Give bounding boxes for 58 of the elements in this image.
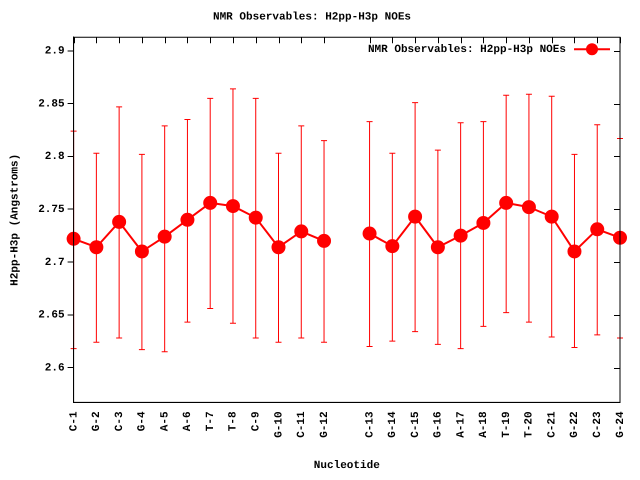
x-tick-label: C-1	[68, 411, 80, 432]
point	[203, 196, 218, 210]
y-tick-label: 2.6	[44, 362, 65, 374]
point	[476, 216, 490, 230]
y-tick-label: 2.85	[38, 98, 65, 110]
point	[272, 240, 286, 254]
x-tick-label: A-6	[182, 411, 194, 432]
x-tick-label: C-13	[364, 411, 376, 438]
x-tick-label: G-24	[614, 411, 627, 438]
point	[226, 199, 240, 214]
y-tick-label: 2.75	[38, 204, 65, 216]
point	[430, 240, 445, 254]
y-tick-label: 2.65	[38, 310, 65, 322]
point	[317, 234, 332, 248]
x-tick-label: C-9	[250, 411, 262, 432]
x-tick-label: G-4	[136, 411, 149, 432]
point	[567, 244, 582, 258]
x-tick-label: T-7	[204, 411, 217, 432]
x-tick-label: G-16	[432, 411, 445, 438]
y-tick-label: 2.7	[44, 256, 65, 269]
point	[544, 210, 559, 224]
x-tick-label: T-8	[228, 411, 240, 432]
x-tick-label: C-21	[546, 411, 558, 438]
x-tick-label: A-17	[455, 411, 468, 438]
point	[294, 224, 308, 238]
x-axis-title: Nucleotide	[314, 460, 380, 472]
legend-label: NMR Observables: H2pp-H3p NOEs	[368, 44, 566, 56]
point	[454, 228, 468, 243]
x-tick-label: T-20	[524, 411, 536, 438]
point	[590, 222, 604, 236]
x-tick-label: A-5	[159, 411, 172, 432]
x-tick-label: G-22	[569, 411, 582, 438]
x-tick-label: G-2	[91, 411, 104, 432]
x-tick-label: G-10	[273, 411, 286, 438]
point	[522, 200, 536, 214]
x-tick-label: C-23	[592, 411, 604, 438]
point	[385, 239, 400, 254]
x-tick-label: G-12	[318, 411, 331, 438]
point	[248, 210, 263, 225]
point	[112, 214, 126, 229]
point	[89, 240, 104, 254]
y-tick-label: 2.8	[44, 151, 65, 164]
x-tick-label: G-14	[387, 411, 400, 438]
point	[134, 244, 149, 258]
point	[362, 226, 377, 241]
x-tick-label: C-15	[410, 411, 422, 438]
y-tick-label: 2.9	[44, 46, 65, 58]
point	[66, 232, 81, 246]
y-axis-title: H2pp-H3p (Angstroms)	[9, 154, 22, 286]
point	[499, 196, 514, 210]
x-tick-label: A-18	[478, 411, 490, 438]
point	[408, 210, 422, 224]
point	[180, 212, 194, 227]
x-tick-label: C-3	[114, 411, 126, 432]
x-tick-label: C-11	[296, 411, 308, 438]
point	[158, 230, 172, 244]
x-tick-label: T-19	[500, 411, 513, 438]
chart-title: NMR Observables: H2pp-H3p NOEs	[212, 11, 412, 24]
